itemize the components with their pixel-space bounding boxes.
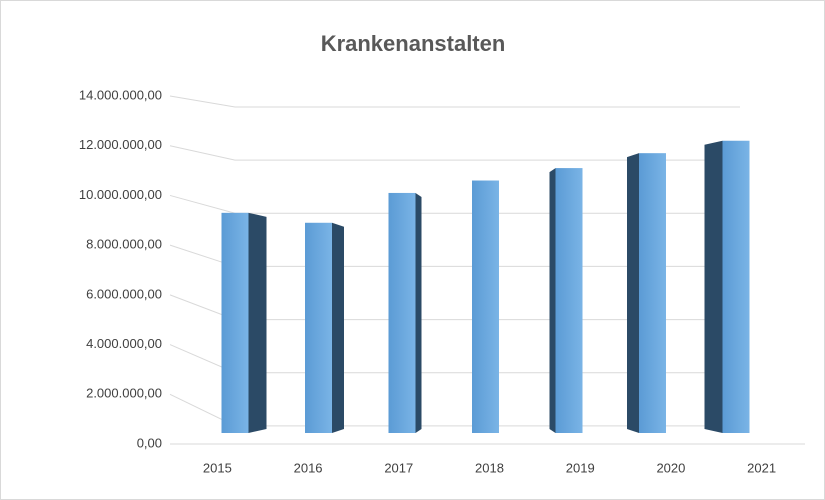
bar (722, 140, 750, 433)
x-tick-label: 2016 (294, 460, 323, 475)
bar (388, 192, 416, 433)
bar-side (627, 153, 639, 433)
y-tick-label: 8.000.000,00 (86, 237, 162, 252)
x-tick-label: 2015 (203, 460, 232, 475)
bar-side (332, 222, 344, 433)
bar-side (415, 192, 422, 433)
x-tick-label: 2017 (384, 460, 413, 475)
x-tick-label: 2019 (566, 460, 595, 475)
bar (639, 153, 666, 433)
y-tick-label: 12.000.000,00 (79, 137, 162, 152)
y-tick-label: 0,00 (137, 435, 162, 450)
y-tick-label: 2.000.000,00 (86, 386, 162, 401)
bar (472, 180, 499, 433)
y-tick-label: 14.000.000,00 (79, 87, 162, 102)
bar (305, 222, 332, 433)
y-tick-label: 10.000.000,00 (79, 187, 162, 202)
y-tick-label: 4.000.000,00 (86, 336, 162, 351)
y-tick-label: 6.000.000,00 (86, 286, 162, 301)
x-tick-label: 2020 (656, 460, 685, 475)
bar (555, 168, 583, 434)
x-tick-label: 2018 (475, 460, 504, 475)
bar (221, 212, 249, 433)
bar-side (704, 140, 723, 433)
grid-line (169, 145, 740, 161)
bar-side (549, 168, 556, 434)
x-tick-label: 2021 (747, 460, 776, 475)
bar-side (248, 212, 267, 433)
chart-title: Krankenanstalten (321, 31, 506, 56)
grid-line (169, 95, 740, 108)
